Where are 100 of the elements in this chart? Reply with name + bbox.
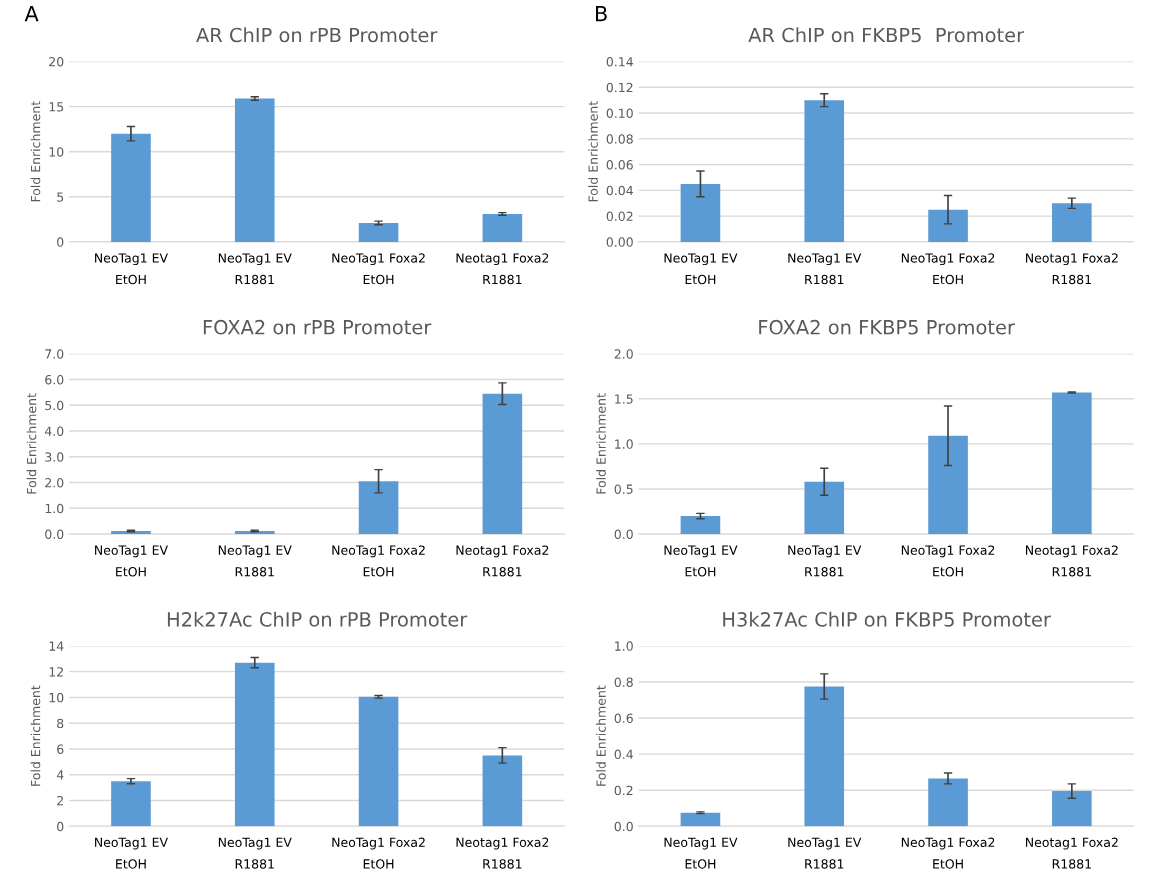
chart-title: AR ChIP on rPB Promoter <box>196 27 438 43</box>
y-tick-label: 6.0 <box>45 374 64 385</box>
y-tick-label: 5 <box>57 192 64 202</box>
y-tick-label: 10 <box>49 147 64 157</box>
bar <box>234 530 275 535</box>
bar <box>680 812 721 827</box>
y-tick-label: 0.08 <box>606 134 633 144</box>
x-tick-label: NeoTag1 EV R1881 <box>218 253 292 285</box>
y-tick-label: 14 <box>49 641 64 651</box>
bar <box>1052 203 1092 242</box>
bar <box>1052 392 1092 535</box>
x-tick-label: NeoTag1 EV R1881 <box>218 545 292 577</box>
y-tick-label: 0.2 <box>614 785 633 796</box>
y-tick-label: 1.5 <box>615 394 633 404</box>
x-tick-label: NeoTag1 Foxa2 EtOH <box>332 253 425 285</box>
x-tick-label: Neotag1 Foxa2 R1881 <box>456 253 549 285</box>
chart-title: FOXA2 on rPB Promoter <box>203 319 432 335</box>
bar <box>804 481 845 535</box>
x-tick-label: NeoTag1 EV EtOH <box>664 253 738 285</box>
bar <box>482 755 523 827</box>
y-tick-label: 20 <box>49 57 64 67</box>
y-tick-label: 3.0 <box>45 452 64 462</box>
x-tick-label: Neotag1 Foxa2 R1881 <box>1026 837 1118 869</box>
bar <box>111 133 151 242</box>
bar <box>680 183 721 242</box>
x-tick-label: NeoTag1 EV R1881 <box>788 253 862 285</box>
bar <box>928 435 968 535</box>
y-tick-label: 10 <box>49 692 64 703</box>
y-tick-label: 1.0 <box>615 641 633 651</box>
x-tick-label: NeoTag1 Foxa2 EtOH <box>901 253 995 285</box>
x-tick-label: Neotag1 Foxa2 R1881 <box>456 545 549 577</box>
x-tick-label: NeoTag1 Foxa2 EtOH <box>901 837 995 869</box>
bar <box>358 222 399 242</box>
y-tick-label: 0.02 <box>606 211 633 222</box>
y-axis-title: Fold Enrichment <box>596 393 606 494</box>
y-tick-label: 8 <box>57 718 64 729</box>
y-tick-label: 0 <box>57 237 64 247</box>
bar <box>111 781 151 827</box>
x-tick-label: NeoTag1 EV R1881 <box>788 545 862 577</box>
y-tick-label: 2.0 <box>45 478 64 488</box>
x-tick-label: NeoTag1 EV EtOH <box>95 545 168 577</box>
y-axis-title: Fold Enrichment <box>26 393 37 494</box>
bar <box>804 686 845 827</box>
y-tick-label: 0.04 <box>606 185 633 196</box>
chart-title: AR ChIP on FKBP5 Promoter <box>748 27 1025 43</box>
x-tick-label: NeoTag1 Foxa2 EtOH <box>332 837 425 869</box>
bar <box>1052 791 1092 827</box>
y-tick-label: 1.0 <box>45 503 64 514</box>
y-tick-label: 0.06 <box>606 160 633 170</box>
y-tick-label: 0.12 <box>606 82 633 93</box>
bar <box>234 98 275 242</box>
text: B <box>596 5 607 22</box>
y-axis-title: Fold Enrichment <box>30 685 41 786</box>
y-tick-label: 0 <box>57 821 64 832</box>
y-tick-label: 7.0 <box>45 349 64 359</box>
bar <box>482 213 523 242</box>
y-axis-title: Fold Enrichment <box>30 101 41 202</box>
y-tick-label: 0.0 <box>45 529 64 539</box>
x-tick-label: NeoTag1 Foxa2 EtOH <box>332 545 425 577</box>
x-tick-label: NeoTag1 EV R1881 <box>218 837 292 869</box>
y-tick-label: 0.0 <box>614 529 633 539</box>
y-tick-label: 5.0 <box>45 400 64 411</box>
bar <box>928 209 968 242</box>
bar <box>111 530 151 535</box>
chart-title: H2k27Ac ChIP on rPB Promoter <box>167 611 468 627</box>
bar <box>358 696 399 827</box>
x-tick-label: Neotag1 Foxa2 R1881 <box>456 837 549 869</box>
x-tick-label: Neotag1 Foxa2 R1881 <box>1026 545 1118 577</box>
bar <box>804 100 845 242</box>
y-tick-label: 0.14 <box>606 57 633 67</box>
chart-title: H3k27Ac ChIP on FKBP5 Promoter <box>723 611 1051 627</box>
y-tick-label: 0.6 <box>614 713 633 723</box>
y-tick-label: 2 <box>57 795 63 806</box>
y-tick-label: 4 <box>56 770 64 780</box>
x-tick-label: NeoTag1 EV EtOH <box>664 837 738 869</box>
y-tick-label: 6 <box>57 744 64 754</box>
x-tick-label: NeoTag1 EV EtOH <box>95 837 168 869</box>
x-tick-label: NeoTag1 EV EtOH <box>664 545 738 577</box>
y-tick-label: 1.0 <box>615 439 633 449</box>
y-tick-label: 4.0 <box>44 426 64 436</box>
x-tick-label: NeoTag1 EV R1881 <box>788 837 862 869</box>
chart-title: FOXA2 on FKBP5 Promoter <box>759 319 1015 335</box>
x-tick-label: NeoTag1 EV EtOH <box>95 253 168 285</box>
x-tick-label: Neotag1 Foxa2 R1881 <box>1026 253 1118 285</box>
bar <box>234 662 275 827</box>
y-axis-title: Fold Enrichment <box>596 685 606 786</box>
bar <box>358 481 399 535</box>
y-tick-label: 0.4 <box>614 749 633 760</box>
y-axis-title: Fold Enrichment <box>588 101 598 202</box>
y-tick-label: 0.00 <box>606 237 633 247</box>
text: A <box>24 5 39 22</box>
bar <box>680 516 721 535</box>
y-tick-label: 0.0 <box>614 821 633 832</box>
y-tick-label: 12 <box>49 667 63 677</box>
y-tick-label: 2.0 <box>614 349 633 359</box>
bar <box>928 778 968 827</box>
y-tick-label: 0.10 <box>606 108 633 118</box>
y-tick-label: 0.5 <box>614 484 633 494</box>
y-tick-label: 15 <box>49 102 64 112</box>
y-tick-label: 0.8 <box>614 677 633 687</box>
